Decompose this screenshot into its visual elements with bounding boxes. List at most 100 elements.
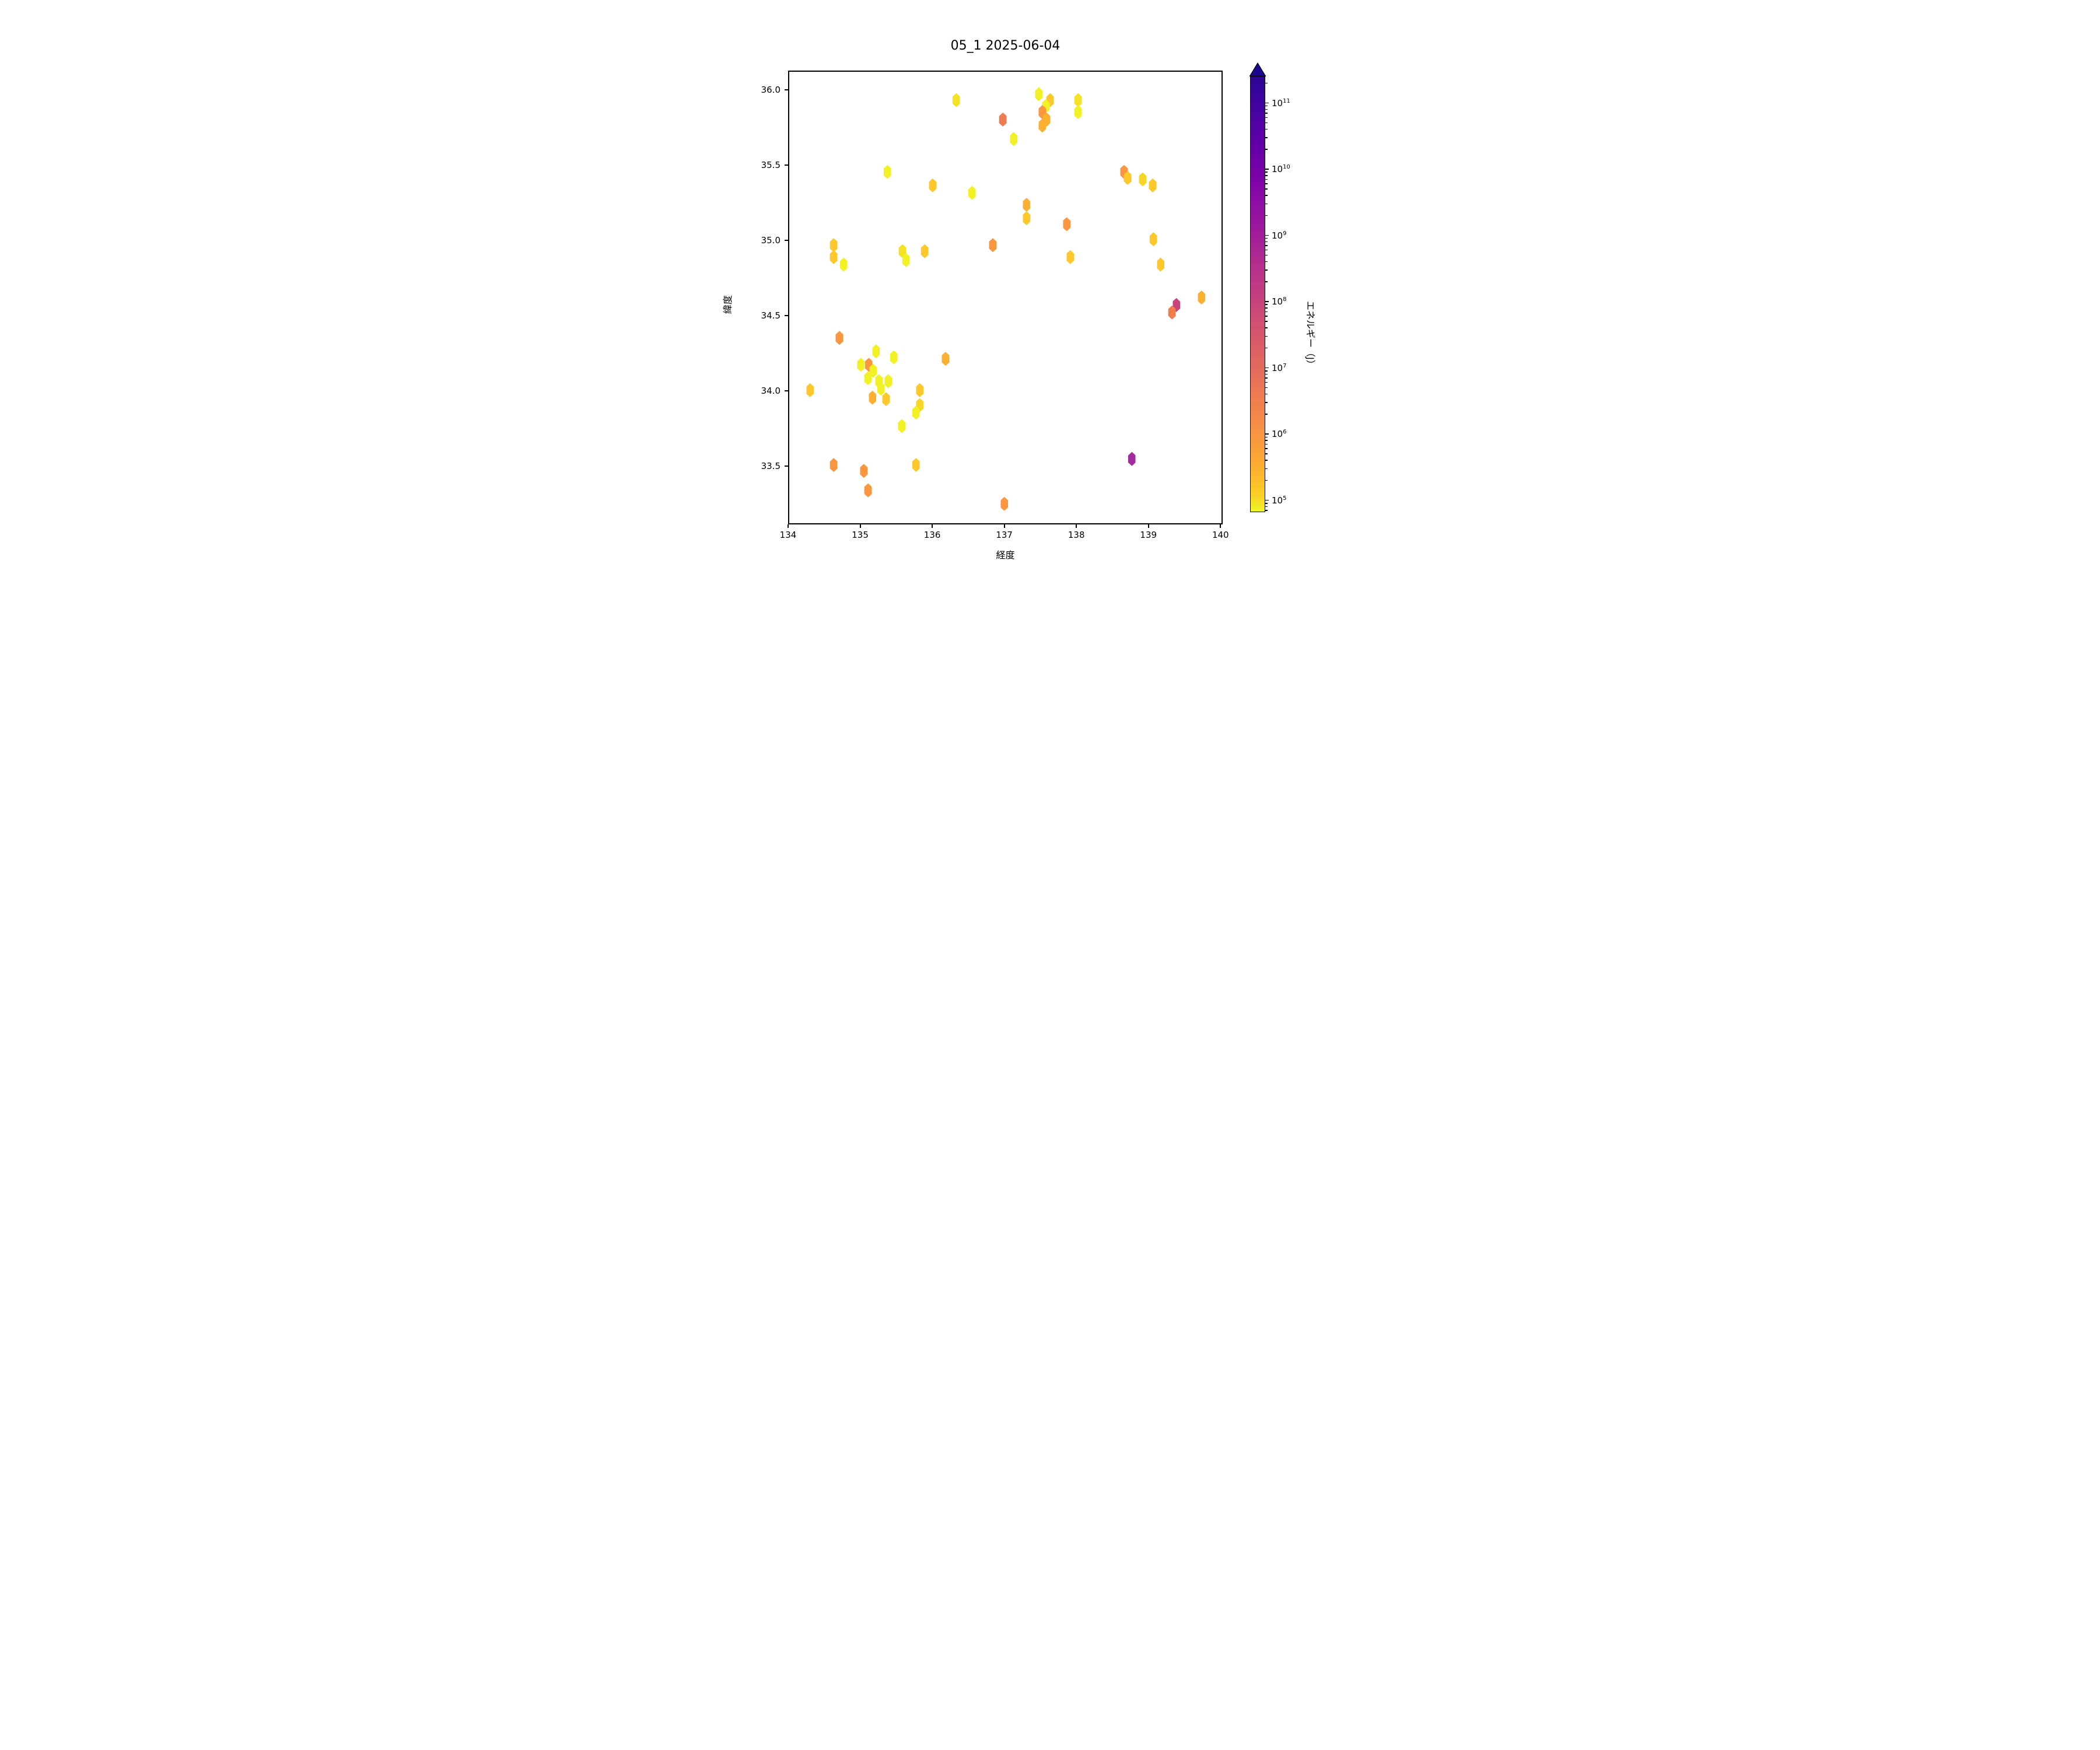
- hexbin-point: [883, 164, 891, 179]
- hexbin-point: [1198, 290, 1206, 304]
- colorbar-minor-tick: [1265, 307, 1268, 309]
- plot-area: [788, 71, 1223, 524]
- colorbar-minor-tick: [1265, 108, 1268, 110]
- hexbin-point: [806, 383, 814, 397]
- colorbar-tick-label: 107: [1272, 362, 1287, 373]
- hexbin-point: [942, 352, 950, 366]
- colorbar-extend-arrow: [1250, 64, 1265, 76]
- colorbar-minor-tick: [1265, 327, 1268, 328]
- hexbin-point: [1124, 170, 1132, 185]
- hexbin-point: [882, 392, 890, 407]
- hexbin-point: [898, 419, 906, 433]
- colorbar-minor-tick: [1265, 117, 1268, 118]
- colorbar-minor-tick: [1265, 82, 1268, 84]
- y-tick: [785, 465, 788, 467]
- chart-title: 05_1 2025-06-04: [950, 38, 1060, 53]
- hexbin-point: [999, 113, 1007, 127]
- hexbin-point: [989, 238, 997, 253]
- colorbar-minor-tick: [1265, 241, 1268, 243]
- x-axis-label: 経度: [996, 550, 1015, 561]
- colorbar-minor-tick: [1265, 335, 1268, 337]
- hexbin-point: [869, 390, 877, 405]
- y-tick: [785, 390, 788, 391]
- colorbar-minor-tick: [1265, 316, 1268, 317]
- colorbar-minor-tick: [1265, 203, 1268, 205]
- hexbin-point: [1149, 178, 1157, 192]
- colorbar-tick-label: 106: [1272, 429, 1287, 440]
- y-tick-label: 35.0: [761, 235, 780, 246]
- y-tick-label: 33.5: [761, 460, 780, 471]
- colorbar-minor-tick: [1265, 122, 1268, 124]
- colorbar-minor-tick: [1265, 510, 1268, 511]
- y-tick-label: 34.0: [761, 385, 780, 396]
- hexbin-point: [860, 464, 868, 478]
- colorbar-minor-tick: [1265, 321, 1268, 322]
- x-tick: [788, 524, 789, 528]
- colorbar-minor-tick: [1265, 448, 1268, 449]
- colorbar-tick-label: 108: [1272, 296, 1287, 307]
- colorbar-minor-tick: [1265, 480, 1268, 481]
- x-tick-label: 138: [1068, 530, 1085, 540]
- colorbar-minor-tick: [1265, 137, 1268, 138]
- colorbar-minor-tick: [1265, 215, 1268, 216]
- x-tick: [1147, 524, 1149, 528]
- colorbar-minor-tick: [1265, 311, 1268, 313]
- figure: 05_1 2025-06-04 134 135 136 137 138 139 140 33…: [700, 0, 1400, 583]
- y-tick: [785, 89, 788, 91]
- colorbar-tick: [1265, 235, 1269, 236]
- x-tick-label: 136: [923, 530, 941, 540]
- colorbar-minor-tick: [1265, 113, 1268, 114]
- hexbin-point: [839, 257, 848, 272]
- colorbar-minor-tick: [1265, 172, 1268, 173]
- colorbar-minor-tick: [1265, 105, 1268, 107]
- y-tick-label: 35.5: [761, 160, 780, 171]
- hexbin-point: [1168, 305, 1176, 320]
- hexbin-point: [1139, 172, 1147, 187]
- colorbar: [1250, 76, 1265, 512]
- hexbin-point: [1000, 496, 1009, 511]
- hexbin-point: [1035, 87, 1043, 102]
- hexbin-point: [1023, 198, 1031, 212]
- hexbin-point: [1010, 132, 1018, 146]
- colorbar-minor-tick: [1265, 347, 1268, 349]
- colorbar-tick: [1265, 169, 1269, 170]
- hexbin-point: [872, 344, 880, 359]
- colorbar-minor-tick: [1265, 387, 1268, 388]
- colorbar-minor-tick: [1265, 249, 1268, 251]
- hexbin-point: [1023, 211, 1031, 226]
- colorbar-tick-label: 105: [1272, 495, 1287, 506]
- x-tick: [1076, 524, 1077, 528]
- x-tick: [1220, 524, 1222, 528]
- y-tick-label: 36.0: [761, 85, 780, 96]
- colorbar-minor-tick: [1265, 370, 1268, 372]
- colorbar-minor-tick: [1265, 270, 1268, 271]
- y-tick: [785, 164, 788, 166]
- colorbar-label: エネルギー（J）: [1305, 301, 1316, 369]
- x-tick-label: 134: [779, 530, 797, 540]
- y-tick: [785, 314, 788, 316]
- x-tick-label: 137: [996, 530, 1013, 540]
- colorbar-minor-tick: [1265, 460, 1268, 461]
- hexbin-point: [830, 238, 838, 253]
- hexbin-point: [864, 371, 872, 386]
- colorbar-minor-tick: [1265, 506, 1268, 508]
- colorbar-minor-tick: [1265, 503, 1268, 504]
- colorbar-tick: [1265, 102, 1269, 104]
- colorbar-minor-tick: [1265, 195, 1268, 196]
- hexbin-point: [884, 374, 892, 388]
- colorbar-minor-tick: [1265, 175, 1268, 176]
- colorbar-minor-tick: [1265, 414, 1268, 415]
- colorbar-tick: [1265, 433, 1269, 435]
- hexbin-point: [830, 250, 838, 264]
- y-tick-label: 34.5: [761, 310, 780, 321]
- hexbin-point: [1074, 105, 1082, 120]
- hexbin-point: [916, 383, 924, 397]
- hexbin-point: [835, 331, 844, 345]
- hexbin-point: [1066, 250, 1074, 264]
- hexbin-point: [929, 178, 937, 192]
- colorbar-tick-label: 109: [1272, 230, 1287, 241]
- y-axis-label: 緯度: [722, 295, 734, 314]
- colorbar-tick-label: 1010: [1272, 164, 1290, 175]
- colorbar-minor-tick: [1265, 436, 1268, 438]
- colorbar-minor-tick: [1265, 245, 1268, 246]
